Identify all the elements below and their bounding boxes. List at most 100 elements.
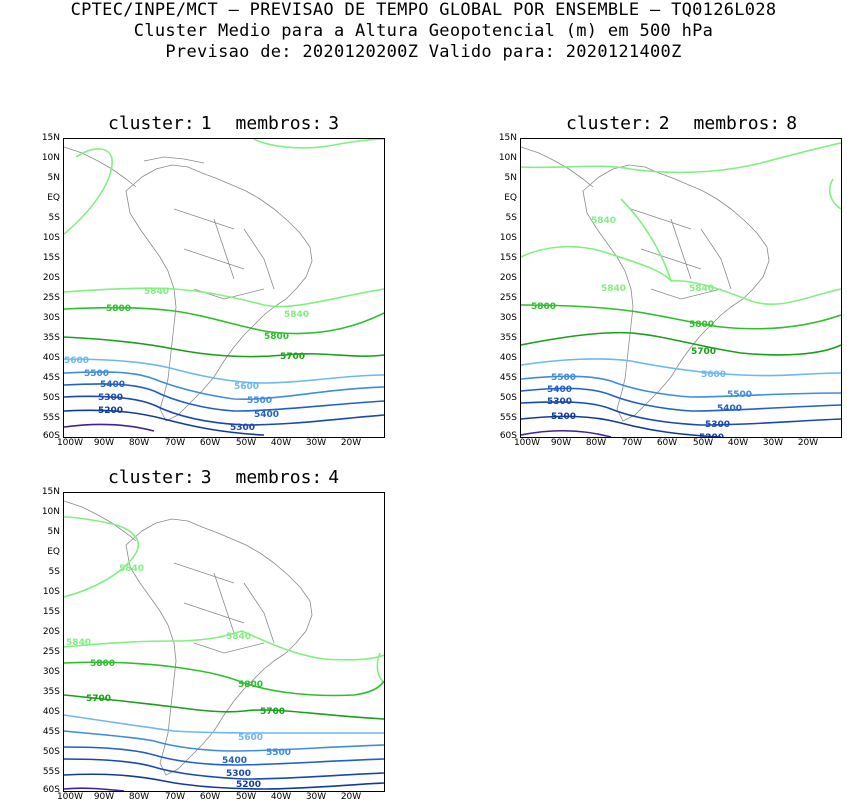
coastline [64, 500, 313, 776]
lat-tick: 40S [42, 707, 60, 717]
lon-tick: 50W [692, 438, 714, 448]
contour-5840-north [521, 142, 841, 174]
contour-5200 [64, 409, 265, 436]
cluster-number: 3 [200, 467, 212, 488]
contours [64, 139, 384, 436]
lat-tick: 35S [42, 687, 60, 697]
panel-cluster-2: cluster: 2 membros: 8 [458, 110, 847, 450]
contour-label: 5500 [266, 748, 291, 758]
lat-tick: 5N [504, 173, 517, 183]
lon-tick: 20W [340, 438, 362, 448]
contour-5840 [64, 287, 384, 308]
contour-5400 [64, 746, 384, 766]
lat-tick: 15S [499, 253, 517, 263]
contour-5840-east [376, 652, 384, 684]
central-america-coast [521, 146, 594, 188]
panel-title: cluster: 2 membros: 8 [566, 113, 803, 134]
contour-label: 5800 [90, 659, 115, 669]
contour-label: 5500 [247, 396, 272, 406]
contour-label: 5400 [254, 410, 279, 420]
lat-tick: 40S [42, 353, 60, 363]
header: CPTEC/INPE/MCT – PREVISAO DE TEMPO GLOBA… [0, 0, 847, 63]
lat-tick: 35S [42, 333, 60, 343]
members-label: membros: [693, 113, 781, 134]
contour-label: 5200 [236, 780, 261, 790]
cluster-label: cluster: [108, 113, 195, 134]
lon-tick: 80W [585, 438, 607, 448]
map-frame: 5840 5840 5840 5800 5800 5700 5600 5500 … [520, 138, 842, 438]
contour-label: 5300 [705, 420, 730, 430]
panel-cluster-1: cluster: 1 membros: 3 [0, 110, 420, 450]
cluster-label: cluster: [566, 113, 653, 134]
contour-5840-east [828, 178, 841, 210]
lon-tick: 50W [235, 438, 257, 448]
lat-tick: 30S [42, 667, 60, 677]
contour-5840-north [64, 516, 139, 598]
lon-tick: 60W [656, 438, 678, 448]
contour-label: 5300 [98, 393, 123, 403]
lat-tick: 55S [499, 413, 517, 423]
contour-label: 5300 [547, 397, 572, 407]
lon-tick: 40W [270, 792, 292, 802]
map-svg: 5840 5840 5800 5800 5700 5600 5600 5500 … [64, 139, 384, 436]
lon-tick: 60W [199, 792, 221, 802]
contour-label: 5800 [531, 302, 556, 312]
contour-label: 5840 [119, 564, 144, 574]
lon-tick: 60W [199, 438, 221, 448]
lat-tick: 10S [499, 233, 517, 243]
lat-tick: 20S [499, 273, 517, 283]
contour-label: 5840 [591, 216, 616, 226]
contour-label: 5200 [551, 412, 576, 422]
country-borders [173, 208, 275, 300]
lon-tick: 70W [621, 438, 643, 448]
contour-5500 [64, 371, 384, 401]
lon-tick: 90W [550, 438, 572, 448]
contour-5300 [521, 401, 841, 426]
contour-5300 [64, 395, 384, 426]
contour-label: 5500 [84, 369, 109, 379]
contour-5700 [64, 694, 384, 720]
cluster-number: 1 [200, 113, 212, 134]
members-label: membros: [235, 113, 323, 134]
contour-5500 [64, 730, 384, 752]
contour-labels: 5840 5840 5800 5800 5700 5600 5600 5500 … [64, 287, 309, 433]
lat-tick: 15S [42, 253, 60, 263]
contour-label: 5200 [98, 406, 123, 416]
contour-5840-mid [64, 630, 384, 661]
contour-label: 5800 [238, 680, 263, 690]
lat-tick: 15N [498, 133, 517, 143]
contour-5840-west [521, 245, 841, 305]
lat-tick: 50S [42, 393, 60, 403]
contour-label: 5600 [238, 733, 263, 743]
contour-label: 5800 [264, 332, 289, 342]
contour-labels: 5840 5840 5840 5800 5800 5700 5600 5500 … [531, 216, 752, 437]
lat-tick: 15N [41, 487, 60, 497]
central-america-coast [64, 500, 137, 542]
country-borders [630, 208, 732, 300]
header-title: CPTEC/INPE/MCT – PREVISAO DE TEMPO GLOBA… [70, 0, 777, 20]
lat-tick: EQ [504, 193, 517, 203]
lat-tick: EQ [47, 547, 60, 557]
map-frame: 5840 5840 5840 5800 5800 5700 5700 5600 … [63, 492, 385, 792]
lat-tick: 20S [42, 273, 60, 283]
lon-tick: 90W [93, 792, 115, 802]
lat-tick: 30S [499, 313, 517, 323]
contours [521, 142, 841, 437]
lat-tick: 5S [48, 567, 60, 577]
contour-5800 [64, 306, 384, 335]
contour-label: 5700 [280, 352, 305, 362]
contour-label: 5840 [601, 284, 626, 294]
members-label: membros: [235, 467, 323, 488]
members-number: 4 [328, 467, 340, 488]
contour-5840-north [64, 148, 113, 235]
lon-tick: 100W [513, 438, 541, 448]
lon-tick: 70W [164, 792, 186, 802]
lat-tick: 10S [42, 587, 60, 597]
contour-5600 [64, 714, 384, 734]
lon-tick: 90W [93, 438, 115, 448]
contour-5800 [521, 304, 841, 330]
contour-5800 [64, 661, 384, 697]
lon-tick: 20W [797, 438, 819, 448]
contour-5840-ne [253, 139, 384, 149]
lat-tick: 10N [498, 153, 517, 163]
